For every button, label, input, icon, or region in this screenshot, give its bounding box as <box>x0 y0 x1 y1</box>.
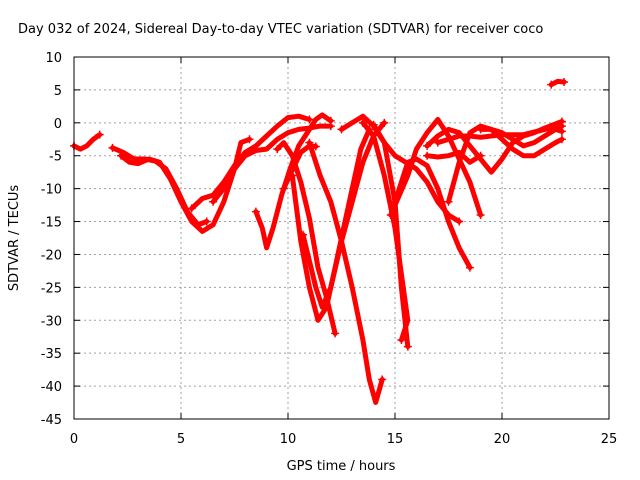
y-tick-label: -5 <box>49 150 62 165</box>
data-point <box>273 145 282 154</box>
data-point <box>187 204 196 213</box>
data-point <box>358 118 367 127</box>
plot-frame <box>73 56 610 420</box>
series-line <box>446 123 565 205</box>
data-point <box>288 171 297 180</box>
y-tick-label: -45 <box>41 413 62 428</box>
data-point <box>95 130 104 139</box>
series-track-19 <box>423 117 566 175</box>
series-track-6 <box>251 112 335 251</box>
y-tick-label: -10 <box>41 183 62 198</box>
series-track-20 <box>444 123 566 206</box>
series-line <box>392 156 473 271</box>
data-point <box>557 117 566 126</box>
data-point <box>397 336 406 345</box>
series-track-13 <box>358 118 411 345</box>
series-track-16 <box>386 117 485 219</box>
data-point <box>209 197 218 206</box>
data-point <box>279 184 288 193</box>
x-tick-label: 10 <box>280 432 297 447</box>
y-tick-label: 5 <box>54 84 62 99</box>
data-point <box>108 143 117 152</box>
data-point <box>305 115 314 124</box>
y-tick-label: 10 <box>45 51 62 66</box>
y-tick-label: -35 <box>41 347 62 362</box>
series-line <box>253 112 334 251</box>
data-point <box>547 80 556 89</box>
series-line <box>424 149 484 165</box>
data-point <box>433 138 442 147</box>
data-point <box>369 120 378 129</box>
series-track-3 <box>117 135 254 234</box>
x-tick-label: 5 <box>177 432 185 447</box>
series-track-12 <box>337 113 412 351</box>
x-tick-label: 15 <box>387 432 404 447</box>
x-tick-label: 25 <box>601 432 618 447</box>
y-tick-label: -40 <box>41 380 62 395</box>
data-point <box>403 342 412 351</box>
y-tick-label: -20 <box>41 248 62 263</box>
data-point <box>251 207 260 216</box>
data-point <box>444 197 453 206</box>
series-line <box>189 113 312 211</box>
x-axis-label: GPS time / hours <box>287 459 396 474</box>
series-line <box>210 123 334 205</box>
series-track-11 <box>305 138 387 405</box>
series-layer <box>70 78 569 405</box>
data-point <box>557 127 566 136</box>
series-track-1 <box>70 130 104 152</box>
series-line <box>274 140 338 336</box>
series-line <box>71 132 103 152</box>
series-line <box>306 140 385 405</box>
y-tick-label: -25 <box>41 281 62 296</box>
data-point <box>337 125 346 134</box>
series-track-22 <box>547 78 569 89</box>
y-tick-label: -30 <box>41 314 62 329</box>
series-track-10 <box>298 118 389 310</box>
y-tick-label: -15 <box>41 216 62 231</box>
data-point <box>326 116 335 125</box>
series-line <box>478 126 565 149</box>
data-point <box>298 230 307 239</box>
data-point <box>386 210 395 219</box>
data-point <box>557 135 566 144</box>
data-point <box>476 125 485 134</box>
data-point <box>560 78 569 87</box>
data-point <box>331 329 340 338</box>
x-tick-label: 0 <box>70 432 78 447</box>
y-axis-label: SDTVAR / TECUs <box>7 185 22 292</box>
series-line <box>388 117 484 218</box>
data-point <box>202 217 211 226</box>
data-point <box>380 118 389 127</box>
data-point <box>465 263 474 272</box>
data-point <box>245 135 254 144</box>
series-line <box>300 120 387 310</box>
data-point <box>423 151 432 160</box>
data-point <box>305 138 314 147</box>
data-point <box>455 217 464 226</box>
data-point <box>476 210 485 219</box>
y-tick-label: 0 <box>54 117 62 132</box>
data-point <box>117 151 126 160</box>
x-tick-label: 20 <box>494 432 511 447</box>
series-line <box>424 119 565 175</box>
series-track-4 <box>187 113 314 213</box>
chart-title: Day 032 of 2024, Sidereal Day-to-day VTE… <box>18 22 543 37</box>
tick-layer: 0 5 10 15 20 25 10 5 0 -5 -10 -15 -20 -25 -30 -35 -40 -45 <box>41 51 618 447</box>
data-point <box>423 141 432 150</box>
series-track-15 <box>391 156 474 272</box>
series-line <box>360 120 411 343</box>
series-track-7 <box>273 140 340 338</box>
series-line <box>118 136 252 234</box>
series-track-21 <box>476 125 566 149</box>
data-point <box>378 375 387 384</box>
